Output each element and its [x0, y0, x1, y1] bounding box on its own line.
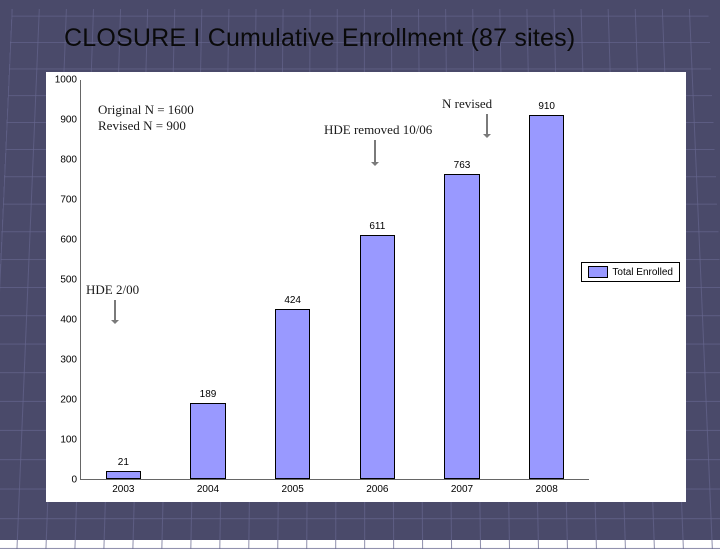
bar — [529, 115, 565, 479]
y-tick: 400 — [51, 315, 77, 326]
legend-label: Total Enrolled — [612, 267, 673, 278]
x-tick: 2005 — [282, 484, 304, 495]
bar — [275, 309, 311, 479]
bar-value-label: 424 — [284, 295, 301, 306]
note-hde-200: HDE 2/00 — [86, 282, 139, 298]
bar-value-label: 611 — [369, 221, 385, 232]
bar-value-label: 763 — [454, 160, 471, 171]
x-tick: 2004 — [197, 484, 219, 495]
x-tick: 2008 — [536, 484, 558, 495]
plot-area: 0100200300400500600700800900100021200318… — [80, 80, 589, 480]
bar — [360, 235, 396, 479]
y-tick: 700 — [51, 195, 77, 206]
legend-swatch — [588, 266, 608, 278]
bar — [190, 403, 226, 479]
x-tick: 2006 — [366, 484, 388, 495]
y-tick: 900 — [51, 115, 77, 126]
y-tick: 800 — [51, 155, 77, 166]
note-original-n: Original N = 1600 — [98, 102, 194, 118]
y-tick: 500 — [51, 275, 77, 286]
legend: Total Enrolled — [581, 262, 680, 282]
note-hde-removed: HDE removed 10/06 — [324, 122, 432, 138]
bar-value-label: 21 — [118, 457, 129, 468]
page-title: CLOSURE I Cumulative Enrollment (87 site… — [64, 24, 575, 53]
y-tick: 0 — [51, 475, 77, 486]
bar — [106, 471, 142, 479]
arrow-hde-200 — [114, 300, 116, 320]
x-tick: 2007 — [451, 484, 473, 495]
note-n-revised: N revised — [442, 96, 492, 112]
bar — [444, 174, 480, 479]
bar-value-label: 910 — [538, 101, 555, 112]
y-tick: 200 — [51, 395, 77, 406]
y-tick: 1000 — [51, 75, 77, 86]
x-tick: 2003 — [112, 484, 134, 495]
arrow-hde-removed — [374, 140, 376, 162]
chart-panel: 0 100 200 300 400 500 600 700 800 900 1000 21 2003 18… — [46, 72, 686, 502]
y-tick: 100 — [51, 435, 77, 446]
y-tick: 600 — [51, 235, 77, 246]
note-revised-n: Revised N = 900 — [98, 118, 186, 134]
y-tick: 300 — [51, 355, 77, 366]
bar-value-label: 189 — [200, 389, 217, 400]
arrow-n-revised — [486, 114, 488, 134]
